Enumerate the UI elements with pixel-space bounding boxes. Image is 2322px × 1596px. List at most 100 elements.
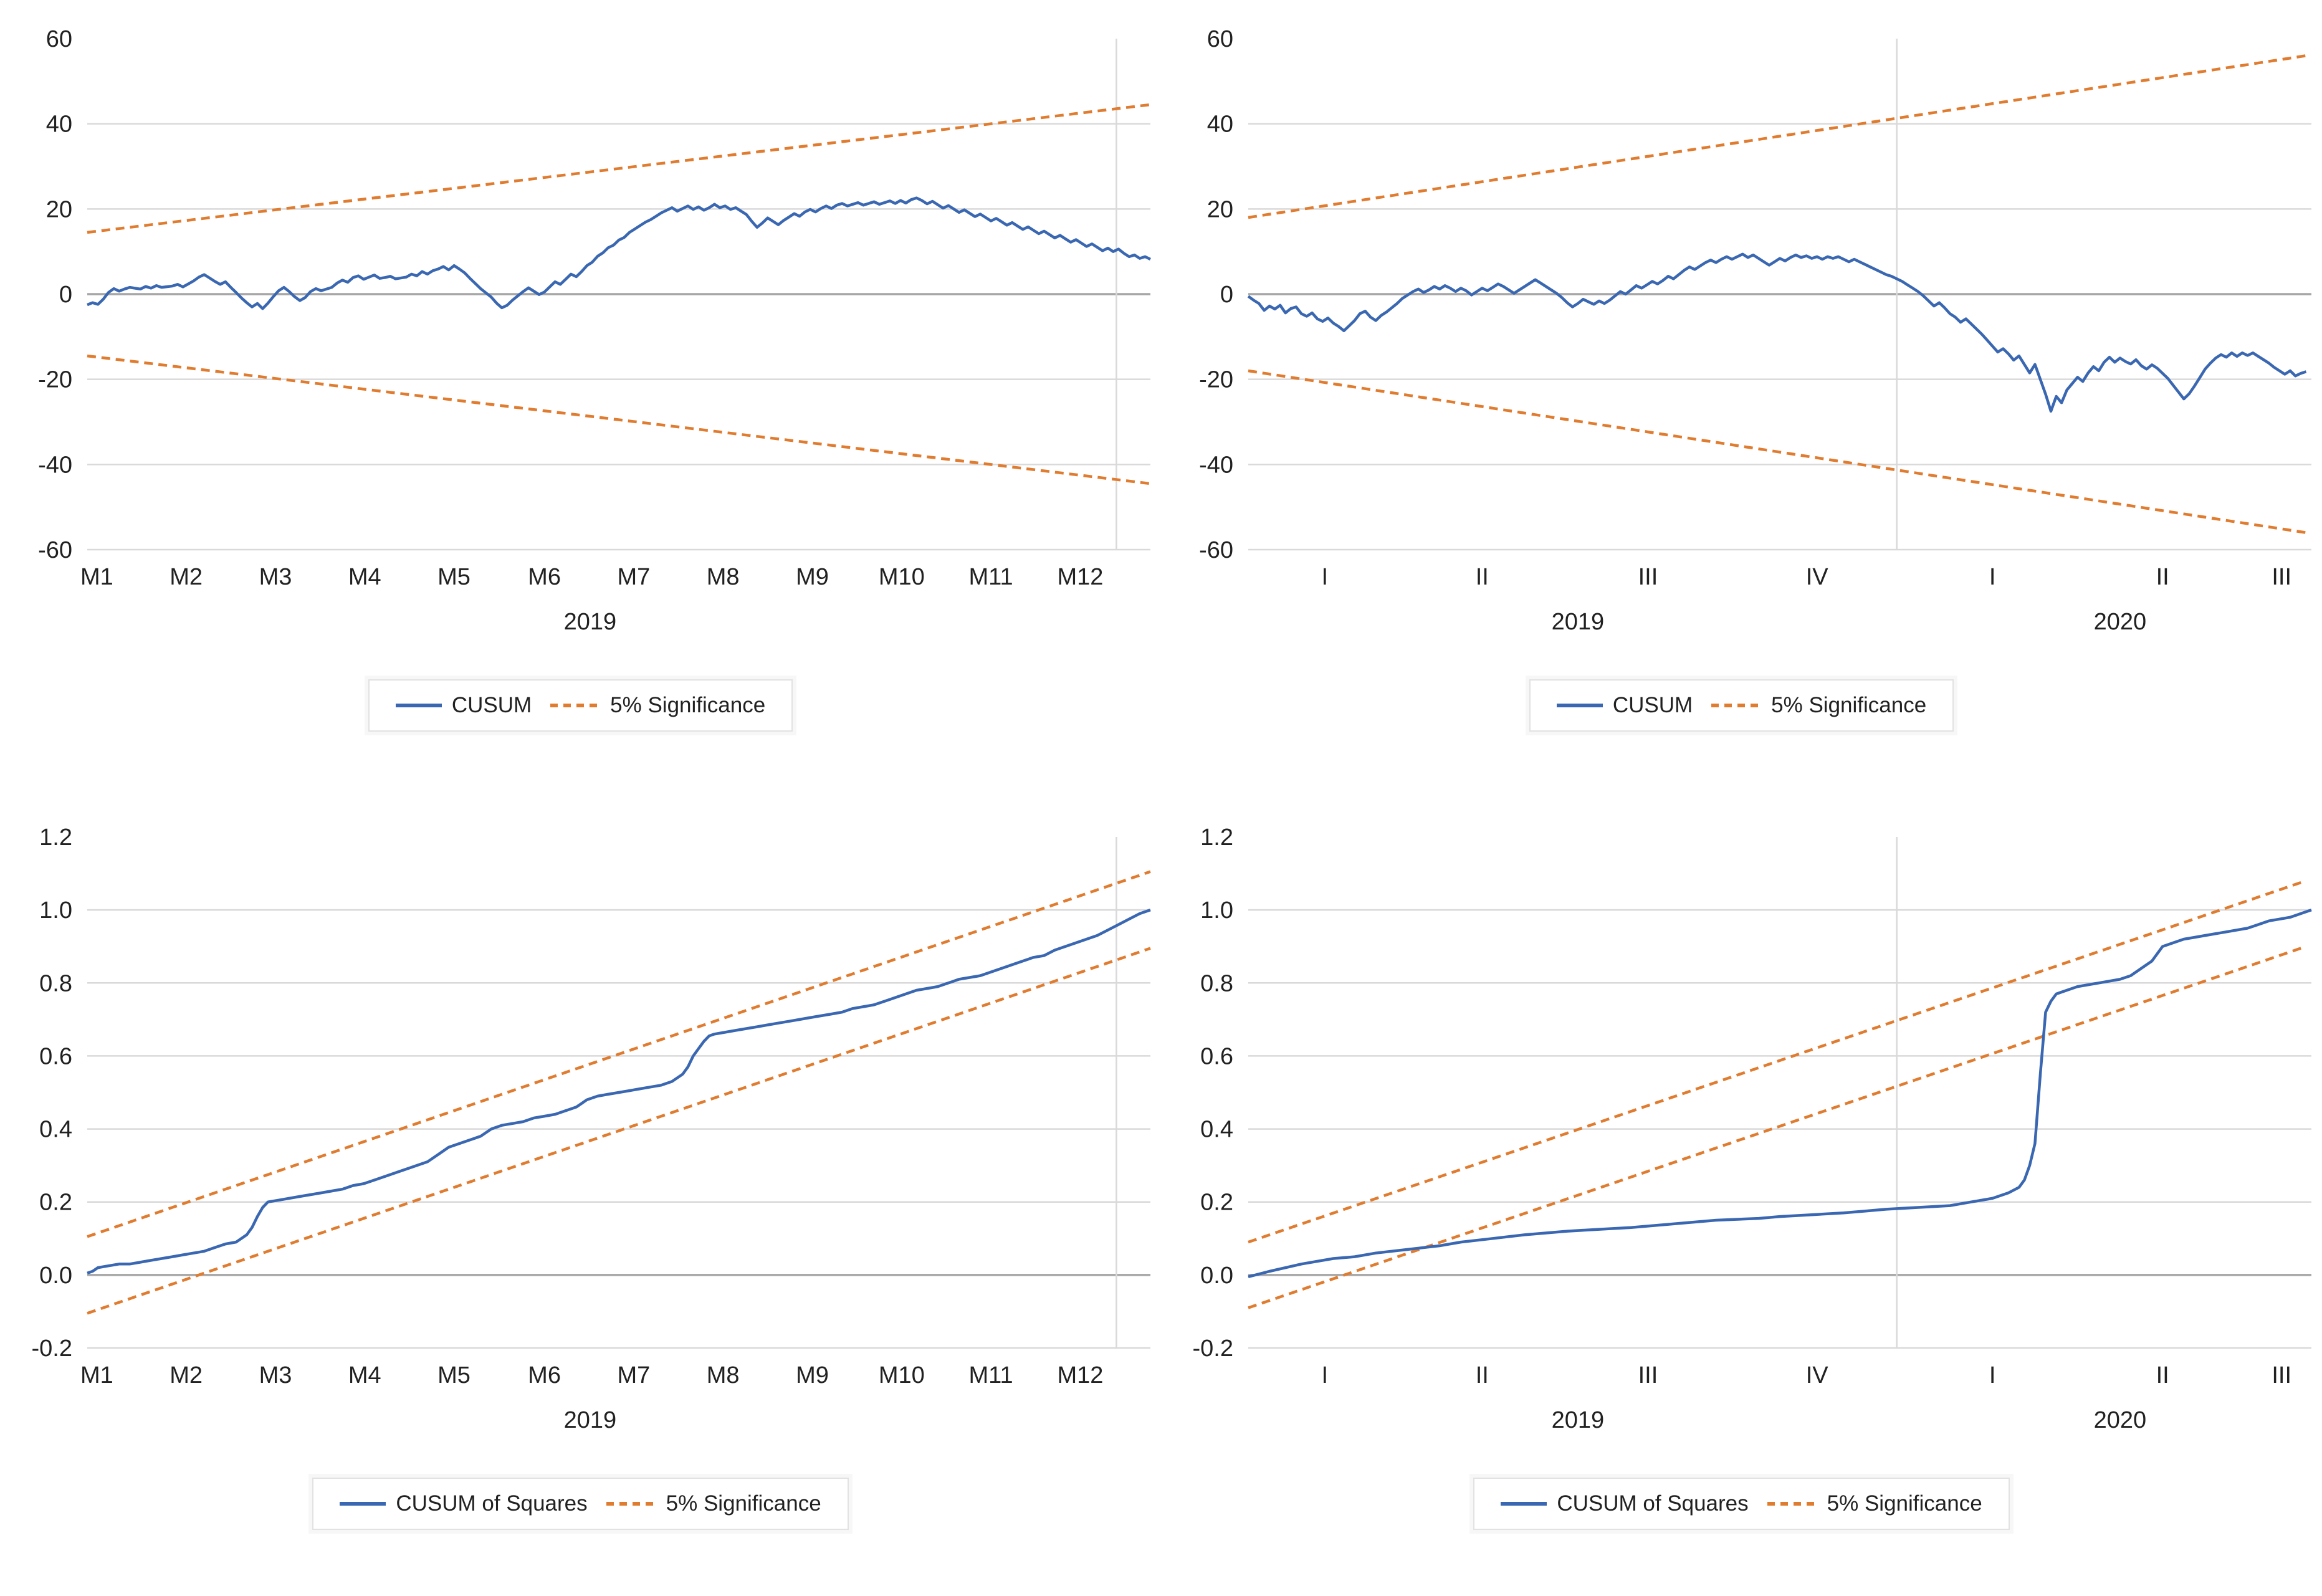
legend-label-cusum: CUSUM [451, 693, 532, 717]
svg-text:I: I [1322, 564, 1329, 590]
svg-text:M2: M2 [170, 564, 203, 590]
svg-text:60: 60 [46, 26, 72, 52]
legend-label-cusum: CUSUM [1612, 693, 1693, 717]
panel-cusumsq-monthly: 1.2 1.0 0.8 0.6 0.4 0.2 0.0 -0.2 M1 M2 M3 M4 M5 M6 M7 M… [0, 798, 1161, 1596]
svg-text:2020: 2020 [2094, 1407, 2147, 1433]
legend-entry-significance: 5% Significance [550, 693, 765, 718]
legend-entry-significance: 5% Significance [1711, 693, 1926, 718]
significance-line-swatch-icon [1767, 1502, 1817, 1506]
svg-text:M8: M8 [707, 564, 740, 590]
svg-text:0: 0 [1220, 282, 1233, 308]
svg-text:60: 60 [1207, 26, 1233, 52]
cusum-line-swatch-icon [395, 704, 442, 707]
legend-entry-cusum: CUSUM [1556, 693, 1693, 718]
svg-text:M11: M11 [969, 564, 1013, 590]
svg-text:0.4: 0.4 [1200, 1117, 1233, 1143]
svg-text:IV: IV [1806, 1362, 1829, 1388]
svg-text:0: 0 [59, 282, 72, 308]
legend-label-cusumsq: CUSUM of Squares [396, 1491, 588, 1516]
svg-text:0.0: 0.0 [1200, 1263, 1233, 1289]
legend-label-significance: 5% Significance [610, 693, 766, 717]
svg-text:M12: M12 [1057, 1362, 1103, 1388]
svg-text:M10: M10 [879, 564, 925, 590]
svg-text:2020: 2020 [2094, 609, 2147, 635]
significance-line-swatch-icon [550, 704, 601, 707]
svg-text:1.2: 1.2 [1200, 824, 1233, 851]
svg-text:M2: M2 [170, 1362, 203, 1388]
cusum-monthly-plot: 60 40 20 0 -20 -40 -60 M1 M2 M3 M4 M5 M6 M7 M8 M9 M10 M11… [38, 26, 1151, 635]
svg-text:-60: -60 [1199, 537, 1233, 563]
svg-text:-0.2: -0.2 [1193, 1336, 1233, 1362]
svg-text:20: 20 [46, 196, 72, 222]
svg-text:20: 20 [1207, 196, 1233, 222]
svg-text:III: III [1638, 1362, 1658, 1388]
legend-entry-significance: 5% Significance [1767, 1491, 1982, 1516]
svg-text:II: II [2156, 1362, 2169, 1388]
svg-text:-60: -60 [38, 537, 72, 563]
legend-cusumsq-monthly: CUSUM of Squares 5% Significance [312, 1478, 849, 1530]
legend-label-cusumsq: CUSUM of Squares [1557, 1491, 1749, 1516]
svg-text:II: II [2156, 564, 2169, 590]
svg-text:1.0: 1.0 [1200, 897, 1233, 924]
svg-text:2019: 2019 [1552, 1407, 1605, 1433]
svg-text:M3: M3 [259, 564, 292, 590]
cusum-of-squares-line-swatch-icon [1501, 1502, 1547, 1506]
svg-text:M4: M4 [348, 564, 381, 590]
svg-text:M11: M11 [969, 1362, 1013, 1388]
legend-label-significance: 5% Significance [1827, 1491, 1982, 1516]
svg-text:I: I [1989, 1362, 1996, 1388]
legend-entry-significance: 5% Significance [606, 1491, 821, 1516]
svg-text:0.8: 0.8 [39, 970, 72, 996]
svg-text:III: III [1638, 564, 1658, 590]
cusum-line-swatch-icon [1556, 704, 1603, 707]
svg-text:0.2: 0.2 [39, 1190, 72, 1216]
svg-text:M6: M6 [528, 1362, 561, 1388]
svg-text:-40: -40 [1199, 452, 1233, 478]
svg-text:I: I [1989, 564, 1996, 590]
svg-text:40: 40 [1207, 112, 1233, 138]
legend-label-significance: 5% Significance [1771, 693, 1927, 717]
svg-text:M9: M9 [796, 564, 829, 590]
svg-text:2019: 2019 [1552, 609, 1605, 635]
svg-text:M5: M5 [437, 1362, 471, 1388]
svg-text:M7: M7 [617, 1362, 650, 1388]
legend-cusumsq-quarterly: CUSUM of Squares 5% Significance [1473, 1478, 2010, 1530]
legend-entry-cusum: CUSUM [395, 693, 532, 718]
svg-text:0.0: 0.0 [39, 1263, 72, 1289]
cusum-of-squares-line-swatch-icon [340, 1502, 386, 1506]
svg-text:M10: M10 [879, 1362, 925, 1388]
legend-cusum-monthly: CUSUM 5% Significance [368, 679, 793, 732]
svg-text:0.4: 0.4 [39, 1117, 72, 1143]
svg-text:M7: M7 [617, 564, 650, 590]
svg-text:I: I [1322, 1362, 1329, 1388]
legend-entry-cusumsq: CUSUM of Squares [340, 1491, 588, 1516]
svg-text:0.2: 0.2 [1200, 1190, 1233, 1216]
svg-text:II: II [1476, 1362, 1489, 1388]
svg-text:0.6: 0.6 [1200, 1043, 1233, 1069]
svg-text:1.0: 1.0 [39, 897, 72, 924]
panel-cusumsq-quarterly: 1.2 1.0 0.8 0.6 0.4 0.2 0.0 -0.2 I II III IV I II III 2… [1161, 798, 2322, 1596]
cusumsq-monthly-plot: 1.2 1.0 0.8 0.6 0.4 0.2 0.0 -0.2 M1 M2 M3 M4 M5 M6 M7 M… [32, 824, 1151, 1433]
svg-text:M4: M4 [348, 1362, 381, 1388]
svg-text:M3: M3 [259, 1362, 292, 1388]
legend-cusum-quarterly: CUSUM 5% Significance [1529, 679, 1954, 732]
significance-line-swatch-icon [606, 1502, 656, 1506]
svg-text:-20: -20 [38, 367, 72, 393]
svg-text:-0.2: -0.2 [32, 1336, 72, 1362]
svg-text:-20: -20 [1199, 367, 1233, 393]
svg-text:0.6: 0.6 [39, 1043, 72, 1069]
svg-text:III: III [2272, 1362, 2291, 1388]
svg-text:2019: 2019 [564, 609, 617, 635]
svg-text:M12: M12 [1057, 564, 1103, 590]
svg-text:40: 40 [46, 112, 72, 138]
cusumsq-quarterly-plot: 1.21.00.80.60.40.20.0-0.2I II III IV I II III2… [1193, 824, 2312, 1433]
svg-text:III: III [2272, 564, 2291, 590]
svg-text:1.2: 1.2 [39, 824, 72, 851]
panel-cusum-quarterly: 60 40 20 0 -20 -40 -60 I II III IV I II III 2019 2020 C… [1161, 0, 2322, 798]
svg-text:M1: M1 [80, 1362, 113, 1388]
legend-entry-cusumsq: CUSUM of Squares [1501, 1491, 1749, 1516]
svg-text:-40: -40 [38, 452, 72, 478]
panel-cusum-monthly: 60 40 20 0 -20 -40 -60 M1 M2 M3 M4 M5 M6 M7 M8 M9 M10 M11… [0, 0, 1161, 798]
legend-label-significance: 5% Significance [666, 1491, 821, 1516]
svg-text:M5: M5 [437, 564, 471, 590]
